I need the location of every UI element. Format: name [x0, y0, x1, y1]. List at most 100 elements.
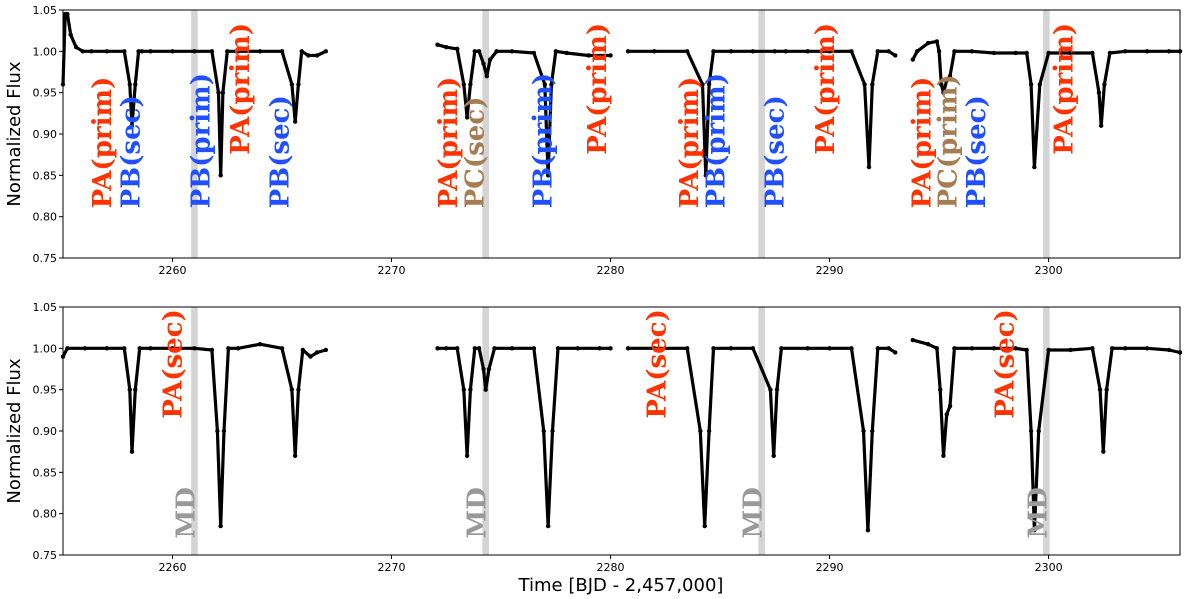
flux-point	[541, 428, 546, 434]
flux-point	[1098, 123, 1104, 128]
shaded-band	[482, 10, 489, 258]
flux-point	[952, 49, 957, 54]
flux-point	[1024, 347, 1029, 353]
flux-point	[1107, 50, 1113, 56]
flux-point	[129, 123, 135, 128]
flux-point	[476, 346, 482, 351]
flux-point	[216, 90, 221, 95]
y-tick-label: 1.00	[33, 342, 58, 355]
eclipse-annotation: PA(prim)	[1050, 23, 1080, 155]
x-tick-label: 2300	[1035, 264, 1063, 277]
eclipse-annotation: PA(prim)	[811, 23, 841, 155]
flux-point	[455, 346, 460, 351]
flux-point	[170, 49, 175, 54]
flux-point	[564, 50, 569, 56]
eclipse-annotation: PB(prim)	[187, 73, 217, 208]
eclipse-annotation: PA(prim)	[434, 77, 464, 209]
flux-point	[236, 49, 241, 54]
eclipse-annotation: PA(prim)	[583, 23, 613, 155]
flux-point	[82, 346, 88, 351]
flux-point	[698, 428, 703, 434]
flux-point	[323, 49, 329, 54]
flux-point	[768, 387, 773, 392]
flux-point	[702, 523, 707, 529]
flux-point	[827, 346, 832, 351]
flux-point	[586, 53, 591, 58]
x-tick-label: 2300	[1035, 561, 1063, 574]
flux-point	[296, 387, 301, 392]
flux-point	[893, 350, 898, 355]
flux-point	[685, 49, 690, 54]
flux-point	[542, 82, 548, 87]
flux-point	[706, 428, 712, 434]
flux-point	[1102, 82, 1107, 87]
y-tick-label: 0.90	[33, 128, 58, 141]
flux-point	[925, 40, 931, 46]
flux-point	[289, 82, 295, 87]
flux-point	[805, 49, 810, 54]
eclipse-annotation: MD	[463, 487, 493, 538]
y-tick-label: 1.05	[33, 4, 58, 17]
flux-point	[531, 346, 537, 351]
eclipse-annotation: PB(sec)	[761, 95, 791, 208]
flux-point	[652, 346, 657, 351]
flux-point	[314, 350, 320, 355]
y-tick-label: 0.75	[33, 549, 58, 562]
flux-point	[444, 346, 449, 351]
flux-point	[468, 82, 473, 87]
flux-point	[728, 49, 734, 54]
flux-point	[1104, 387, 1109, 392]
y-axis-label: Normalized Flux	[4, 358, 25, 504]
flux-point	[104, 49, 110, 54]
flux-point	[220, 90, 226, 95]
eclipse-annotation: PA(prim)	[226, 23, 256, 155]
flux-point	[706, 82, 712, 87]
flux-point	[969, 346, 975, 351]
flux-point	[772, 49, 778, 54]
flux-point	[218, 523, 223, 529]
flux-point	[225, 49, 230, 54]
flux-point	[944, 78, 949, 83]
flux-point	[939, 82, 944, 87]
flux-point	[553, 49, 558, 54]
flux-point	[296, 82, 301, 87]
y-tick-label: 0.95	[33, 384, 58, 397]
flux-point	[549, 82, 554, 87]
eclipse-annotation: PB(prim)	[528, 73, 558, 208]
flux-point	[1024, 50, 1029, 56]
flux-point	[886, 49, 891, 54]
x-axis-label: Time [BJD - 2,457,000]	[518, 575, 724, 596]
x-tick-label: 2260	[159, 561, 187, 574]
eclipse-annotation: PA(sec)	[642, 309, 672, 418]
flux-point	[652, 49, 657, 54]
flux-point	[947, 404, 953, 409]
eclipse-annotation: PC(prim)	[934, 74, 964, 208]
flux-point	[597, 346, 602, 351]
flux-point	[1036, 428, 1041, 434]
flux-point	[849, 346, 854, 351]
flux-point	[1144, 346, 1150, 351]
eclipse-annotation: PA(prim)	[675, 77, 705, 209]
eclipse-annotation: PB(sec)	[266, 95, 296, 208]
flux-point	[1032, 164, 1037, 170]
flux-point	[1068, 50, 1073, 56]
x-tick-label: 2290	[816, 264, 844, 277]
flux-series-line	[628, 346, 897, 532]
flux-point	[122, 346, 127, 351]
flux-point	[468, 387, 473, 392]
flux-point	[137, 346, 142, 351]
shaded-band	[191, 307, 198, 555]
flux-point	[937, 387, 943, 392]
flux-point	[129, 449, 135, 454]
flux-point	[444, 45, 449, 50]
flux-point	[849, 49, 854, 54]
flux-point	[1037, 82, 1043, 87]
flux-point	[314, 53, 320, 58]
x-tick-label: 2280	[597, 561, 625, 574]
flux-point	[555, 346, 561, 351]
y-tick-label: 0.75	[33, 252, 58, 265]
flux-point	[481, 61, 486, 66]
flux-point	[783, 49, 788, 54]
flux-point	[608, 53, 613, 58]
flux-point	[1123, 49, 1128, 54]
